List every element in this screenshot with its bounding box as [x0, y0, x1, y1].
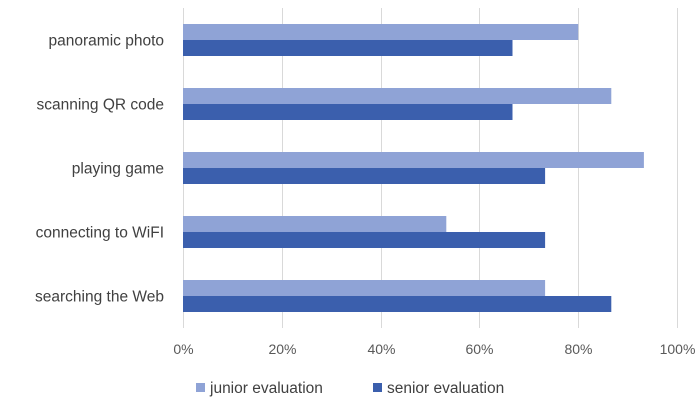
bar-junior — [183, 24, 579, 40]
category-label: connecting to WiFI — [36, 225, 164, 242]
category-label: panoramic photo — [49, 33, 164, 50]
bar-senior — [183, 232, 546, 248]
x-tick-label: 20% — [268, 341, 296, 357]
category-label: playing game — [72, 161, 164, 178]
bar-junior — [183, 88, 612, 104]
bar-senior — [183, 104, 513, 120]
bar-junior — [183, 152, 644, 168]
x-tick-label: 60% — [465, 341, 493, 357]
bar-junior — [183, 280, 546, 296]
legend: junior evaluation senior evaluation — [196, 380, 504, 397]
bar-senior — [183, 40, 513, 56]
category-label: scanning QR code — [36, 97, 164, 114]
category-labels: panoramic photo scanning QR code playing g… — [35, 33, 164, 306]
bar-senior — [183, 168, 546, 184]
x-tick-label: 40% — [367, 341, 395, 357]
x-tick-label: 80% — [564, 341, 592, 357]
bars — [183, 24, 644, 312]
bar-junior — [183, 216, 447, 232]
legend-swatch — [373, 383, 382, 392]
bar-senior — [183, 296, 612, 312]
x-tick-label: 0% — [173, 341, 193, 357]
legend-label: junior evaluation — [209, 380, 323, 397]
legend-swatch — [196, 383, 205, 392]
category-label: searching the Web — [35, 289, 164, 306]
legend-label: senior evaluation — [387, 380, 504, 397]
x-tick-labels: 0% 20% 40% 60% 80% 100% — [173, 341, 695, 357]
x-tick-label: 100% — [660, 341, 696, 357]
